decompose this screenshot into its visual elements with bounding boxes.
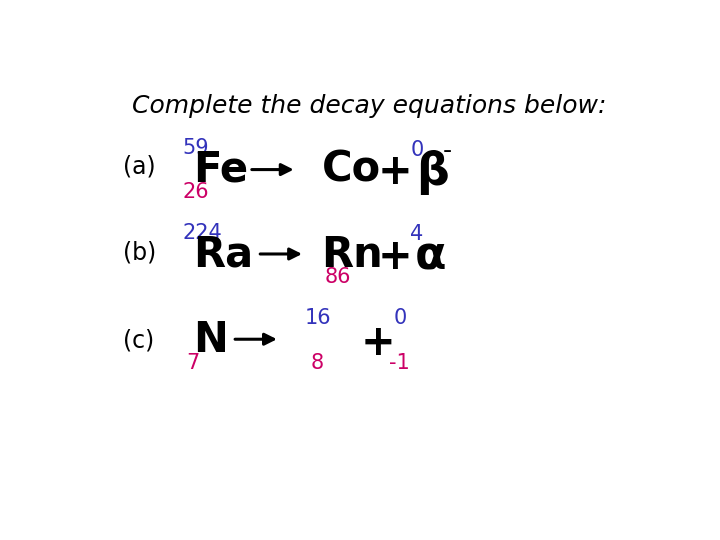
Text: (a): (a) [124,154,156,179]
Text: Rn: Rn [322,234,383,276]
Text: Complete the decay equations below:: Complete the decay equations below: [132,94,606,118]
Text: 26: 26 [182,181,209,201]
Text: 4: 4 [410,224,423,244]
Text: N: N [193,319,228,361]
Text: 224: 224 [182,223,222,243]
Text: α: α [415,235,446,280]
Text: -1: -1 [389,353,409,373]
Text: 0: 0 [410,140,423,160]
Text: +: + [361,322,395,365]
Text: (b): (b) [124,241,157,265]
Text: Ra: Ra [193,234,253,276]
Text: +: + [377,237,412,278]
Text: 8: 8 [310,353,323,373]
Text: Co: Co [322,148,381,191]
Text: β: β [416,150,449,194]
Text: 59: 59 [182,138,209,158]
Text: 7: 7 [186,353,199,373]
Text: 16: 16 [305,308,331,328]
Text: (c): (c) [124,328,155,352]
Text: -: - [443,139,451,163]
Text: 0: 0 [394,308,408,328]
Text: 86: 86 [324,267,351,287]
Text: Fe: Fe [193,148,248,191]
Text: +: + [377,151,412,193]
